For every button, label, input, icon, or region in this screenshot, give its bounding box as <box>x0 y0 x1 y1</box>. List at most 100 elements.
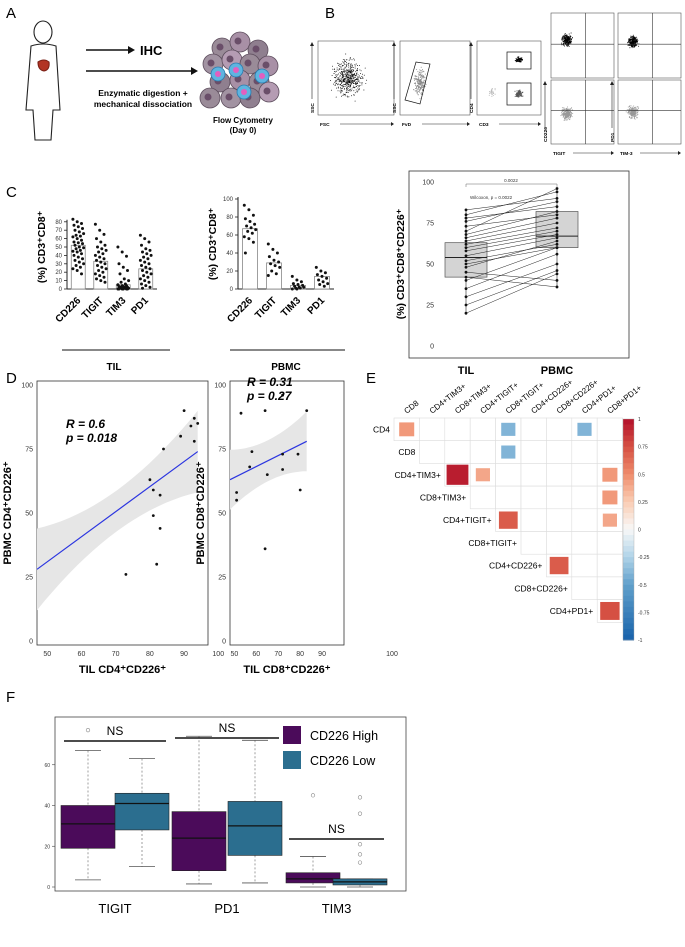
event-dot <box>334 81 336 83</box>
pair-line <box>465 247 558 265</box>
event-dot <box>562 39 564 41</box>
data-point <box>75 250 79 254</box>
event-dot <box>337 84 339 86</box>
event-dot <box>355 89 357 91</box>
flow-y-arrowhead <box>310 42 314 46</box>
event-dot <box>514 95 516 98</box>
data-point <box>464 219 468 223</box>
event-dot <box>419 83 421 84</box>
colorbar-segment <box>623 430 634 437</box>
data-point <box>144 265 148 269</box>
event-dot <box>346 92 348 93</box>
heatmap-gridcell <box>596 553 623 578</box>
event-dot <box>562 41 564 43</box>
event-dot <box>489 91 491 93</box>
pair-line <box>465 222 558 242</box>
data-point <box>119 280 123 284</box>
colorbar-segment <box>623 512 634 519</box>
colorbar-segment <box>623 628 634 635</box>
data-point <box>148 248 152 252</box>
y-axis-title: PBMC CD4⁺CD226⁺ <box>2 461 14 564</box>
event-dot <box>571 112 573 113</box>
event-dot <box>569 108 571 110</box>
arrow-to-ihc <box>86 46 135 54</box>
event-dot <box>630 109 632 111</box>
data-point <box>248 220 252 223</box>
event-dot <box>419 98 421 100</box>
legend-label: CD226 Low <box>310 754 376 768</box>
event-dot <box>628 113 630 115</box>
event-dot <box>634 38 636 40</box>
data-point <box>98 255 102 259</box>
event-dot <box>345 60 347 62</box>
colorbar-segment <box>623 435 634 442</box>
data-point <box>81 242 84 246</box>
data-point <box>278 265 282 269</box>
event-dot <box>566 34 568 36</box>
event-dot <box>344 84 345 86</box>
event-dot <box>517 90 519 92</box>
event-dot <box>563 111 565 113</box>
category-label: PD1 <box>306 295 328 317</box>
data-point <box>98 274 102 278</box>
data-point <box>76 255 80 259</box>
event-dot <box>566 39 568 40</box>
data-point <box>319 269 323 273</box>
event-dot <box>489 92 491 94</box>
heatmap-gridcell <box>546 531 573 555</box>
event-dot <box>352 81 354 83</box>
event-dot <box>354 79 356 81</box>
event-dot <box>521 93 523 95</box>
event-dot <box>335 77 337 79</box>
event-dot <box>631 114 633 116</box>
pair-line <box>465 247 558 281</box>
flow-x-arrowhead <box>611 151 614 155</box>
colorbar-segment <box>623 617 634 624</box>
event-dot <box>352 66 354 68</box>
event-dot <box>415 90 417 92</box>
data-point <box>72 240 76 244</box>
event-dot <box>343 81 345 83</box>
heatmap-gridcell <box>419 440 446 464</box>
pair-line <box>465 211 558 235</box>
event-dot <box>424 76 426 78</box>
data-point <box>464 229 468 233</box>
event-dot <box>636 106 638 108</box>
heatmap-gridcell <box>571 576 598 600</box>
event-dot <box>358 76 360 78</box>
data-point <box>102 257 106 261</box>
outlier-point <box>357 860 363 865</box>
category-label: TIGIT <box>80 295 106 321</box>
data-point <box>104 248 108 252</box>
event-dot <box>417 76 419 78</box>
x-tick-label: 80 <box>146 651 154 658</box>
data-point <box>315 273 319 277</box>
colorbar-segment <box>623 551 634 558</box>
y-tick-label: 0 <box>59 287 63 293</box>
legend-swatch <box>283 751 301 769</box>
event-dot <box>629 38 631 40</box>
immune-cell-nucleus <box>259 73 265 79</box>
data-point <box>118 272 122 276</box>
colorbar-segment <box>623 424 634 431</box>
event-dot <box>638 45 640 47</box>
event-dot <box>565 111 567 112</box>
event-dot <box>566 45 568 47</box>
event-dot <box>414 76 416 78</box>
event-dot <box>347 76 349 78</box>
event-dot <box>346 83 348 85</box>
flow-y-arrowhead <box>610 81 614 85</box>
event-dot <box>355 82 356 84</box>
event-dot <box>421 71 423 73</box>
event-dot <box>491 88 493 90</box>
row-label: CD8+TIM3+ <box>420 492 466 502</box>
pair-line <box>465 270 558 306</box>
event-dot <box>350 82 352 83</box>
event-dot <box>357 65 358 66</box>
event-dot <box>422 77 424 79</box>
event-dot <box>423 75 425 77</box>
panel-label-d: D <box>6 370 17 387</box>
event-dot <box>632 113 634 115</box>
data-point <box>314 265 318 269</box>
event-dot <box>519 89 521 91</box>
